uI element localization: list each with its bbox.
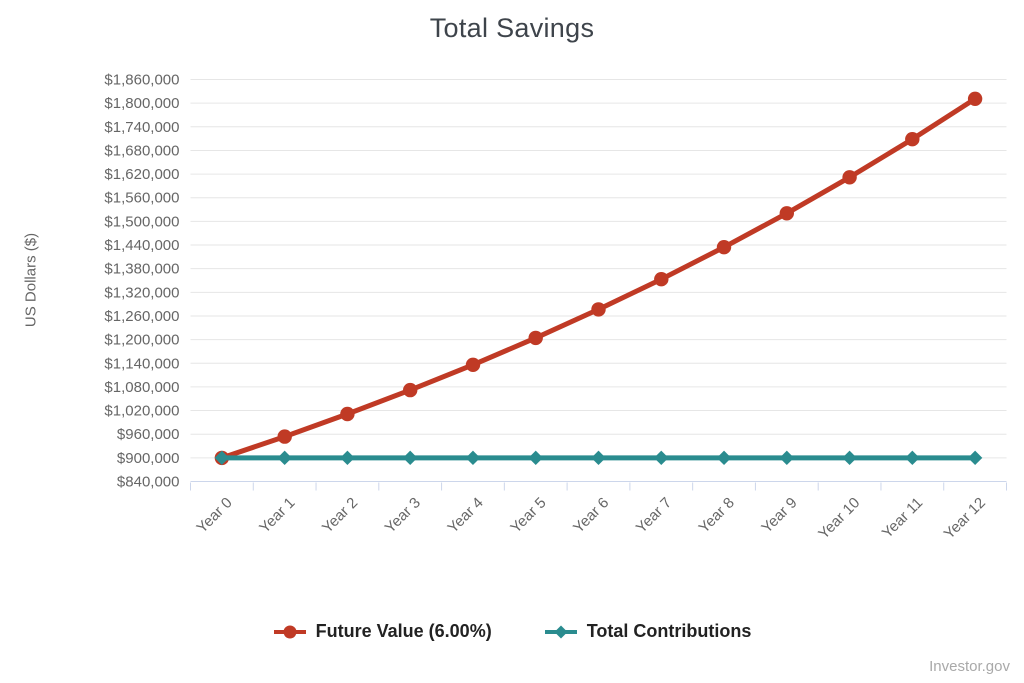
y-tick-label: $1,800,000 bbox=[104, 95, 179, 112]
data-point-future-value-6-00-year-11[interactable] bbox=[905, 132, 920, 147]
data-point-total-contributions-year-11[interactable] bbox=[905, 450, 920, 466]
legend: Future Value (6.00%) Total Contributions bbox=[0, 621, 1024, 642]
y-tick-label: $1,080,000 bbox=[104, 379, 179, 396]
x-tick-label: Year 2 bbox=[319, 494, 361, 536]
y-tick-label: $840,000 bbox=[117, 474, 180, 491]
data-point-total-contributions-year-3[interactable] bbox=[402, 450, 418, 466]
data-point-future-value-6-00-year-8[interactable] bbox=[716, 240, 732, 255]
data-point-future-value-6-00-year-3[interactable] bbox=[403, 382, 418, 398]
x-tick-label: Year 1 bbox=[256, 494, 298, 536]
x-tick-label: Year 9 bbox=[758, 494, 800, 536]
data-point-future-value-6-00-year-12[interactable] bbox=[967, 91, 983, 107]
data-point-total-contributions-year-6[interactable] bbox=[591, 450, 606, 466]
x-tick-label: Year 7 bbox=[633, 494, 675, 536]
x-tick-label: Year 0 bbox=[193, 494, 235, 536]
y-tick-label: $1,380,000 bbox=[104, 261, 179, 278]
y-tick-label: $1,140,000 bbox=[104, 355, 179, 372]
data-point-total-contributions-year-9[interactable] bbox=[779, 450, 795, 466]
data-point-total-contributions-year-8[interactable] bbox=[716, 450, 732, 466]
x-tick-label: Year 8 bbox=[696, 494, 738, 536]
data-point-total-contributions-year-2[interactable] bbox=[340, 450, 355, 466]
y-tick-label: $1,500,000 bbox=[104, 213, 179, 230]
data-point-future-value-6-00-year-6[interactable] bbox=[591, 302, 606, 317]
legend-label-total-contributions: Total Contributions bbox=[586, 621, 752, 641]
series-line-future-value-6-00 bbox=[219, 96, 978, 461]
y-tick-label: $1,440,000 bbox=[104, 237, 179, 254]
y-tick-label: $900,000 bbox=[117, 450, 180, 467]
watermark: Investor.gov bbox=[929, 658, 1010, 675]
data-point-future-value-6-00-year-1[interactable] bbox=[277, 429, 292, 444]
y-tick-label: $1,860,000 bbox=[104, 72, 179, 89]
data-point-future-value-6-00-year-5[interactable] bbox=[528, 330, 543, 346]
legend-circle-icon bbox=[283, 625, 297, 638]
legend-item-future-value[interactable]: Future Value (6.00%) bbox=[273, 621, 492, 642]
x-tick-label: Year 4 bbox=[444, 494, 486, 536]
data-point-future-value-6-00-year-7[interactable] bbox=[654, 272, 669, 287]
data-point-total-contributions-year-12[interactable] bbox=[967, 450, 983, 466]
data-point-total-contributions-year-7[interactable] bbox=[654, 450, 669, 466]
legend-item-total-contributions[interactable]: Total Contributions bbox=[544, 621, 752, 642]
plot-area: $840,000 $900,000 $960,000 $1,020,000 $1,080… bbox=[104, 72, 1007, 543]
data-point-future-value-6-00-year-4[interactable] bbox=[465, 357, 481, 372]
x-tick-label: Year 3 bbox=[382, 494, 424, 536]
data-point-future-value-6-00-year-10[interactable] bbox=[842, 170, 857, 185]
legend-label-future-value: Future Value (6.00%) bbox=[315, 621, 492, 641]
x-tick-label: Year 10 bbox=[815, 494, 863, 542]
x-tick-label: Year 11 bbox=[879, 494, 926, 541]
legend-diamond-icon bbox=[554, 625, 568, 638]
y-tick-label: $1,680,000 bbox=[104, 142, 179, 159]
data-point-total-contributions-year-5[interactable] bbox=[528, 450, 543, 466]
y-tick-label: $1,320,000 bbox=[104, 284, 179, 301]
data-point-future-value-6-00-year-2[interactable] bbox=[340, 406, 355, 422]
x-tick-label: Year 6 bbox=[570, 494, 612, 536]
legend-marker-future-value-icon bbox=[273, 625, 306, 638]
y-tick-label: $1,200,000 bbox=[104, 332, 179, 349]
x-tick-label: Year 5 bbox=[507, 494, 549, 536]
data-point-total-contributions-year-0[interactable] bbox=[214, 450, 230, 466]
y-tick-label: $1,740,000 bbox=[104, 119, 179, 136]
data-point-total-contributions-year-4[interactable] bbox=[465, 450, 481, 466]
y-tick-label: $1,020,000 bbox=[104, 403, 179, 420]
y-tick-label: $1,620,000 bbox=[104, 166, 179, 183]
y-axis-title: US Dollars ($) bbox=[22, 232, 40, 328]
data-point-future-value-6-00-year-9[interactable] bbox=[779, 206, 794, 221]
chart-title: Total Savings bbox=[429, 13, 595, 43]
y-tick-label: $1,560,000 bbox=[104, 190, 179, 207]
data-point-total-contributions-year-1[interactable] bbox=[277, 450, 292, 466]
y-tick-label: $960,000 bbox=[117, 426, 180, 443]
legend-marker-total-contributions-icon bbox=[544, 625, 577, 638]
x-tick-label: Year 12 bbox=[941, 494, 989, 542]
data-point-total-contributions-year-10[interactable] bbox=[842, 450, 857, 466]
y-tick-label: $1,260,000 bbox=[104, 308, 179, 325]
